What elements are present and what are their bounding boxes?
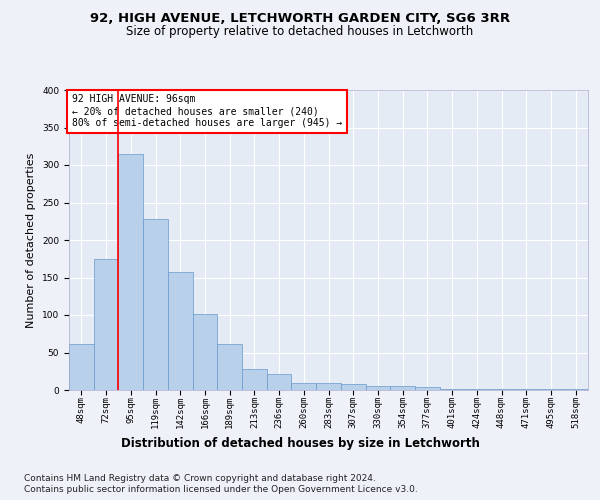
Text: Contains HM Land Registry data © Crown copyright and database right 2024.: Contains HM Land Registry data © Crown c… <box>24 474 376 483</box>
Bar <box>514 389 539 390</box>
Bar <box>94 259 118 390</box>
Bar <box>69 344 94 390</box>
Bar <box>365 386 390 390</box>
Text: 92, HIGH AVENUE, LETCHWORTH GARDEN CITY, SG6 3RR: 92, HIGH AVENUE, LETCHWORTH GARDEN CITY,… <box>90 12 510 26</box>
Bar <box>440 388 464 390</box>
Bar <box>193 314 217 390</box>
Bar <box>464 389 489 390</box>
Text: Contains public sector information licensed under the Open Government Licence v3: Contains public sector information licen… <box>24 485 418 494</box>
Bar <box>341 384 365 390</box>
Bar <box>292 382 316 390</box>
Text: Distribution of detached houses by size in Letchworth: Distribution of detached houses by size … <box>121 438 479 450</box>
Bar <box>316 382 341 390</box>
Bar <box>242 369 267 390</box>
Text: Size of property relative to detached houses in Letchworth: Size of property relative to detached ho… <box>127 25 473 38</box>
Bar <box>217 344 242 390</box>
Bar <box>415 387 440 390</box>
Bar <box>168 272 193 390</box>
Bar <box>267 374 292 390</box>
Text: 92 HIGH AVENUE: 96sqm
← 20% of detached houses are smaller (240)
80% of semi-det: 92 HIGH AVENUE: 96sqm ← 20% of detached … <box>71 94 342 128</box>
Bar <box>118 154 143 390</box>
Bar <box>390 386 415 390</box>
Y-axis label: Number of detached properties: Number of detached properties <box>26 152 37 328</box>
Bar <box>563 388 588 390</box>
Bar <box>539 389 563 390</box>
Bar <box>489 389 514 390</box>
Bar <box>143 219 168 390</box>
